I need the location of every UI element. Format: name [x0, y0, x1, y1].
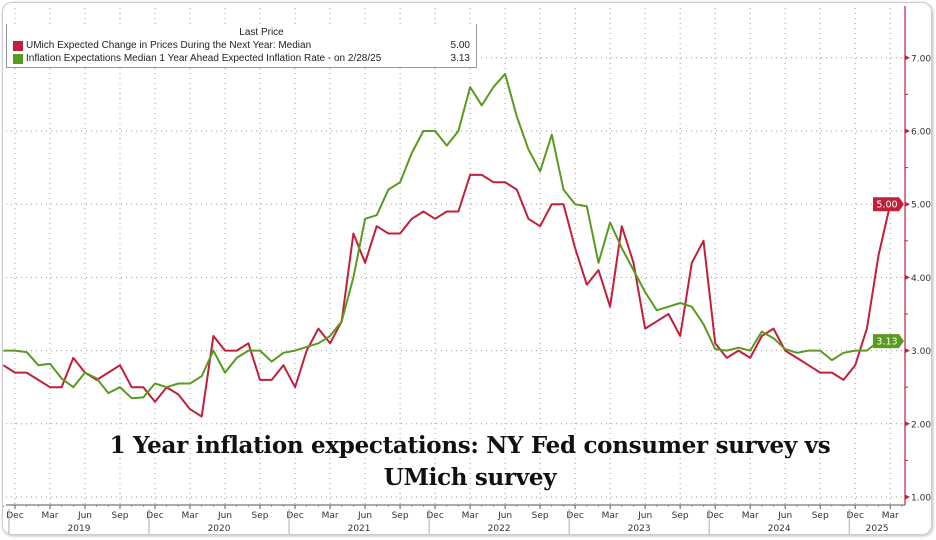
legend-item-umich: UMich Expected Change in Prices During t…: [7, 39, 476, 52]
year-label: 2021: [348, 524, 371, 534]
y-tick-label: 5.00: [911, 201, 931, 211]
x-tick-label: Jun: [357, 511, 372, 521]
y-tick-marker: [905, 348, 910, 354]
year-label: 2022: [488, 524, 511, 534]
last-value-tag: [873, 334, 904, 349]
legend-item-nyfed: Inflation Expectations Median 1 Year Ahe…: [7, 52, 476, 65]
chart-title: 1 Year inflation expectations: NY Fed co…: [109, 432, 831, 491]
x-tick-label: Mar: [41, 511, 58, 521]
y-tick-label: 6.00: [911, 128, 931, 138]
x-tick-label: Dec: [6, 511, 23, 521]
y-tick-marker: [905, 421, 910, 427]
legend-label: Inflation Expectations Median 1 Year Ahe…: [26, 53, 382, 64]
y-tick-marker: [905, 55, 910, 61]
x-tick-label: Mar: [602, 511, 619, 521]
x-tick-label: Sep: [672, 511, 689, 521]
x-tick-label: Jun: [637, 511, 652, 521]
x-tick-label: Dec: [846, 511, 863, 521]
x-tick-label: Sep: [112, 511, 129, 521]
last-value-label: 5.00: [876, 200, 897, 211]
last-value-label: 3.13: [876, 337, 897, 348]
legend-label: UMich Expected Change in Prices During t…: [26, 40, 312, 51]
x-tick-label: Mar: [322, 511, 339, 521]
x-tick-label: Mar: [462, 511, 479, 521]
year-label: 2024: [768, 524, 791, 534]
last-value-tag: [873, 197, 904, 212]
y-tick-marker: [905, 128, 910, 134]
y-tick-label: 4.00: [911, 274, 931, 284]
x-tick-label: Dec: [146, 511, 163, 521]
y-tick-marker: [905, 494, 910, 500]
series-line-nyfed: [3, 72, 880, 400]
year-label: 2025: [866, 524, 889, 534]
y-tick-marker: [905, 201, 910, 207]
legend-swatch: [13, 53, 23, 64]
y-tick-marker: [905, 274, 910, 280]
x-tick-label: Mar: [182, 511, 199, 521]
legend-value: 5.00: [450, 40, 470, 51]
x-tick-label: Sep: [532, 511, 549, 521]
x-tick-label: Sep: [812, 511, 829, 521]
year-label: 2023: [628, 524, 651, 534]
y-tick-label: 7.00: [911, 54, 931, 64]
x-tick-label: Sep: [392, 511, 409, 521]
x-tick-label: Mar: [742, 511, 759, 521]
year-label: 2020: [208, 524, 231, 534]
legend-swatch: [13, 40, 23, 51]
x-tick-label: Dec: [566, 511, 583, 521]
x-tick-label: Sep: [252, 511, 269, 521]
y-tick-label: 1.00: [911, 494, 931, 504]
year-label: 2019: [68, 524, 91, 534]
x-tick-label: Jun: [77, 511, 92, 521]
x-tick-label: Dec: [706, 511, 723, 521]
y-tick-label: 3.00: [911, 347, 931, 357]
legend-header: Last Price: [239, 27, 284, 38]
x-tick-label: Dec: [286, 511, 303, 521]
x-tick-label: Jun: [777, 511, 792, 521]
legend: Last Price UMich Expected Change in Pric…: [6, 24, 477, 68]
x-tick-label: Jun: [217, 511, 232, 521]
legend-value: 3.13: [450, 53, 470, 64]
x-tick-label: Jun: [497, 511, 512, 521]
series-line-umich: [2, 173, 892, 418]
y-tick-label: 2.00: [911, 420, 931, 430]
x-tick-label: Mar: [882, 511, 899, 521]
x-tick-label: Dec: [426, 511, 443, 521]
